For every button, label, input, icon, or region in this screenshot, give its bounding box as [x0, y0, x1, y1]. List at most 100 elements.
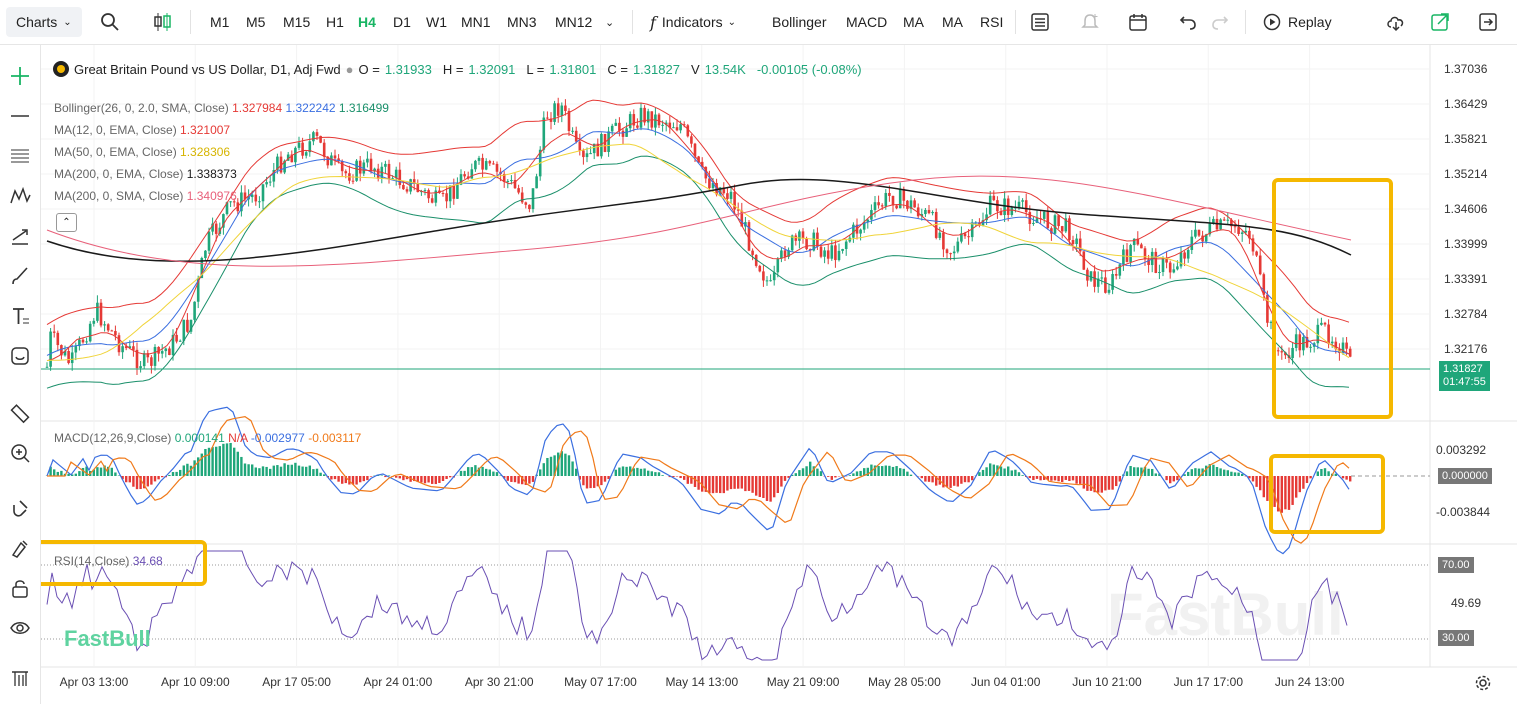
macd-histogram-bar — [312, 469, 315, 476]
sma200-legend[interactable]: MA(200, 0, SMA, Close) 1.340976 — [54, 189, 237, 203]
macd-histogram-bar — [384, 476, 387, 478]
projection-icon[interactable] — [6, 222, 34, 250]
macd-histogram-bar — [301, 466, 304, 476]
template-icon[interactable] — [1030, 0, 1050, 44]
macd-histogram-bar — [805, 466, 808, 476]
macd-histogram-bar — [467, 467, 470, 476]
settings-gear-icon[interactable] — [1474, 674, 1492, 697]
candle-body — [628, 114, 632, 129]
macd-histogram-bar — [708, 476, 711, 494]
undo-icon[interactable] — [1178, 0, 1198, 44]
timeframe-m5[interactable]: M5 — [246, 14, 266, 30]
candle-body — [445, 193, 448, 202]
macd-legend[interactable]: MACD(12,26,9,Close) 0.000141 N/A -0.0029… — [54, 431, 361, 445]
timeframe-d1[interactable]: D1 — [393, 14, 411, 30]
candle-body — [646, 111, 650, 123]
candle-body — [542, 117, 546, 150]
macd-histogram-bar — [542, 463, 545, 476]
charts-menu-button[interactable]: Charts ⌄ — [6, 7, 82, 37]
timeframe-h4[interactable]: H4 — [358, 14, 376, 30]
crosshair-icon[interactable] — [6, 62, 34, 90]
ruler-icon[interactable] — [6, 399, 34, 427]
candle-body — [733, 191, 736, 210]
macd-histogram-bar — [71, 474, 74, 476]
time-tick-label: Apr 17 05:00 — [262, 675, 331, 689]
redo-icon[interactable] — [1210, 0, 1230, 44]
candle-type-icon[interactable] — [152, 0, 174, 44]
macd-histogram-bar — [477, 467, 481, 476]
ma50-legend[interactable]: MA(50, 0, EMA, Close) 1.328306 — [54, 145, 230, 159]
visibility-icon[interactable] — [6, 614, 34, 642]
macd-histogram-bar — [179, 469, 182, 476]
macd-histogram-bar — [733, 476, 736, 489]
brush-icon[interactable] — [6, 262, 34, 290]
macd-histogram-bar — [978, 472, 981, 476]
low-value: 1.31801 — [549, 61, 597, 77]
search-icon[interactable] — [100, 0, 120, 44]
candle-body — [391, 178, 394, 180]
macd-histogram-bar — [283, 463, 286, 476]
macd-histogram-bar — [197, 457, 200, 476]
ma-button[interactable]: MA — [903, 14, 924, 30]
share-icon[interactable] — [1430, 0, 1450, 44]
candle-body — [747, 222, 751, 251]
candle-body — [1068, 218, 1071, 241]
ema200-legend[interactable]: MA(200, 0, EMA, Close) 1.338373 — [54, 167, 237, 181]
timeframe-mn3[interactable]: MN3 — [507, 14, 537, 30]
macd-histogram-bar — [956, 476, 959, 487]
candle-body — [672, 127, 675, 129]
exit-fullscreen-icon[interactable] — [1478, 0, 1498, 44]
trend-line-icon[interactable] — [6, 102, 34, 130]
macd-histogram-bar — [218, 446, 221, 476]
timeframe-w1[interactable]: W1 — [426, 14, 447, 30]
replay-button[interactable]: Replay — [1262, 0, 1332, 44]
bollinger-legend[interactable]: Bollinger(26, 0, 2.0, SMA, Close) 1.3279… — [54, 101, 389, 115]
timeframe-h1[interactable]: H1 — [326, 14, 344, 30]
lock-icon[interactable] — [6, 574, 34, 602]
candle-body — [225, 202, 229, 215]
macd-button[interactable]: MACD — [846, 14, 888, 30]
bollinger-button[interactable]: Bollinger — [772, 14, 827, 30]
rsi-button[interactable]: RSI — [980, 14, 1004, 30]
cloud-icon[interactable] — [1385, 0, 1407, 44]
candle-body — [481, 157, 484, 170]
magnet-icon[interactable] — [6, 494, 34, 522]
candle-body — [355, 160, 358, 181]
macd-histogram-bar — [110, 467, 113, 476]
macd-histogram-bar — [143, 476, 146, 489]
candle-body — [150, 357, 153, 366]
emoji-icon[interactable] — [6, 342, 34, 370]
fibonacci-icon[interactable] — [6, 142, 34, 170]
rsi-legend[interactable]: RSI(14,Close) 34.68 — [54, 554, 163, 568]
price-chart-canvas[interactable]: FastBull FastBull — [41, 45, 1517, 704]
chevron-down-icon[interactable]: ⌄ — [605, 16, 615, 29]
candle-body — [452, 185, 456, 199]
candle-body — [1089, 271, 1093, 281]
candle-body — [441, 193, 445, 195]
candle-body — [139, 366, 142, 369]
macd-histogram-bar — [1248, 476, 1251, 479]
macd-histogram-bar — [1280, 476, 1283, 513]
ma-button-2[interactable]: MA — [942, 14, 963, 30]
macd-histogram-bar — [1176, 476, 1179, 481]
chart-area[interactable]: FastBull FastBull Great Britain Pound vs… — [41, 45, 1517, 704]
ma12-legend[interactable]: MA(12, 0, EMA, Close) 1.321007 — [54, 123, 230, 137]
timeframe-m1[interactable]: M1 — [210, 14, 230, 30]
timeframe-m15[interactable]: M15 — [283, 14, 311, 30]
macd-histogram-bar — [459, 470, 463, 476]
indicators-button[interactable]: f Indicators ⌄ — [650, 0, 736, 44]
timeframe-mn12[interactable]: MN12 — [555, 14, 593, 30]
text-tool-icon[interactable] — [6, 302, 34, 330]
delete-icon[interactable] — [6, 664, 34, 692]
calendar-icon[interactable] — [1128, 0, 1148, 44]
timeframe-mn1[interactable]: MN1 — [461, 14, 491, 30]
draw-mode-icon[interactable] — [6, 534, 34, 562]
macd-histogram-bar — [189, 465, 193, 476]
macd-histogram-bar — [369, 476, 373, 477]
alert-add-icon[interactable] — [1080, 0, 1100, 44]
watermark-text: FastBull — [1107, 581, 1344, 648]
zoom-in-icon[interactable] — [6, 439, 34, 467]
macd-histogram-bar — [200, 453, 203, 476]
collapse-legend-icon[interactable]: ⌃ — [56, 213, 77, 232]
pattern-icon[interactable] — [6, 182, 34, 210]
